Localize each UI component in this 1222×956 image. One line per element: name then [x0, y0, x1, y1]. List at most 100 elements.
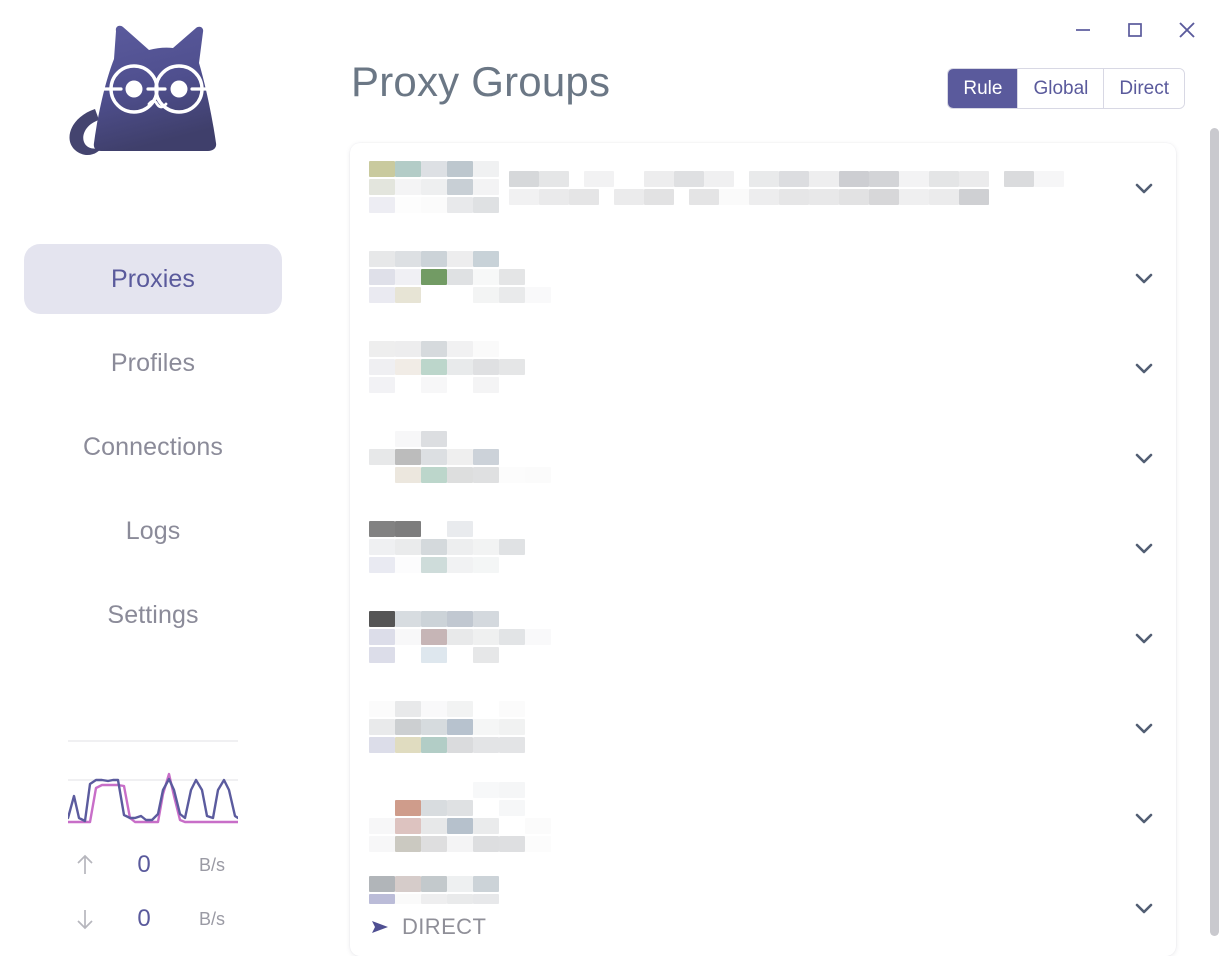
redacted-text-line	[369, 836, 1112, 852]
proxy-group-row[interactable]: DIRECT	[350, 863, 1176, 953]
mosaic-block	[395, 431, 421, 447]
redacted-text-line	[369, 377, 1112, 393]
mosaic-block	[499, 287, 525, 303]
minimize-button[interactable]	[1062, 12, 1104, 48]
redacted-text-line	[369, 449, 1112, 465]
sidebar-item-settings[interactable]: Settings	[24, 580, 282, 650]
mosaic-block	[473, 449, 499, 465]
mosaic-block	[447, 611, 473, 627]
mosaic-block	[421, 800, 447, 816]
redacted-text-line	[369, 431, 1112, 447]
mosaic-block	[499, 782, 525, 798]
mosaic-block	[809, 189, 839, 205]
maximize-button[interactable]	[1114, 12, 1156, 48]
proxy-group-row[interactable]	[350, 503, 1176, 593]
proxy-group-name-redacted	[369, 611, 1112, 665]
mosaic-block	[447, 251, 473, 267]
traffic-download-row: 0 B/s	[63, 892, 243, 946]
chevron-down-icon[interactable]	[1112, 715, 1176, 741]
redacted-text-line	[369, 341, 1112, 357]
mosaic-block	[421, 341, 447, 357]
mosaic-block	[369, 539, 395, 555]
clash-cat-logo-icon	[69, 25, 237, 156]
mosaic-block	[499, 539, 525, 555]
chevron-down-icon[interactable]	[1112, 625, 1176, 651]
redacted-text-line	[369, 611, 1112, 627]
mosaic-block	[421, 377, 447, 393]
mosaic-block	[447, 800, 473, 816]
sidebar-item-label: Logs	[125, 516, 181, 545]
mosaic-block	[473, 269, 499, 285]
mosaic-block	[395, 701, 421, 717]
redacted-text-line	[369, 782, 1112, 798]
traffic-sparkline-icon	[66, 772, 240, 824]
chevron-down-icon[interactable]	[1112, 355, 1176, 381]
sidebar-item-label: Profiles	[110, 348, 196, 377]
traffic-divider	[68, 740, 238, 742]
mosaic-block	[395, 876, 421, 892]
mode-button-rule[interactable]: Rule	[948, 69, 1019, 108]
close-button[interactable]	[1166, 12, 1208, 48]
mosaic-block	[447, 341, 473, 357]
chevron-down-icon[interactable]	[1112, 175, 1176, 201]
mosaic-block	[369, 611, 395, 627]
mosaic-block	[499, 629, 525, 645]
mosaic-block	[869, 189, 899, 205]
proxy-group-content	[369, 521, 1112, 575]
proxy-group-name-redacted	[369, 251, 1112, 305]
mosaic-block	[499, 701, 525, 717]
proxy-group-row[interactable]	[350, 773, 1176, 863]
mosaic-block	[869, 171, 899, 187]
chevron-down-icon[interactable]	[1112, 895, 1176, 921]
scrollbar-thumb[interactable]	[1210, 128, 1219, 936]
proxy-group-name-redacted	[369, 431, 1112, 485]
mosaic-block	[421, 701, 447, 717]
mosaic-block	[421, 611, 447, 627]
chevron-down-icon[interactable]	[1112, 805, 1176, 831]
mosaic-block	[395, 800, 421, 816]
mosaic-block	[369, 818, 395, 834]
sidebar-item-connections[interactable]: Connections	[24, 412, 282, 482]
sidebar: Proxies Profiles Connections Logs Settin…	[0, 0, 306, 956]
proxy-group-row[interactable]	[350, 143, 1176, 233]
maximize-icon	[1128, 23, 1142, 37]
redacted-text-line	[369, 557, 1112, 573]
mosaic-block	[369, 449, 395, 465]
mosaic-block	[421, 467, 447, 483]
mosaic-block	[473, 197, 499, 213]
redacted-text-line	[369, 876, 1112, 892]
proxy-group-content	[369, 782, 1112, 854]
sidebar-nav: Proxies Profiles Connections Logs Settin…	[24, 244, 282, 664]
mosaic-block	[421, 197, 447, 213]
vertical-scrollbar[interactable]	[1210, 128, 1219, 936]
mosaic-block	[614, 189, 644, 205]
proxy-group-row[interactable]	[350, 683, 1176, 773]
mosaic-block	[369, 836, 395, 852]
chevron-down-icon[interactable]	[1112, 265, 1176, 291]
mosaic-block	[899, 189, 929, 205]
proxy-group-content	[369, 701, 1112, 755]
sidebar-item-profiles[interactable]: Profiles	[24, 328, 282, 398]
redacted-text-line	[369, 197, 1112, 213]
mosaic-block	[421, 557, 447, 573]
mode-button-global[interactable]: Global	[1018, 69, 1105, 108]
chevron-down-icon[interactable]	[1112, 445, 1176, 471]
chevron-down-icon[interactable]	[1112, 535, 1176, 561]
mosaic-block	[499, 800, 525, 816]
proxy-group-row[interactable]	[350, 593, 1176, 683]
mosaic-block	[369, 557, 395, 573]
mosaic-block	[473, 818, 499, 834]
sidebar-item-logs[interactable]: Logs	[24, 496, 282, 566]
proxy-group-row[interactable]	[350, 413, 1176, 503]
mosaic-block	[369, 161, 395, 177]
sidebar-item-proxies[interactable]: Proxies	[24, 244, 282, 314]
mosaic-block	[644, 189, 674, 205]
mosaic-block	[779, 171, 809, 187]
mode-button-direct[interactable]: Direct	[1104, 69, 1184, 108]
mosaic-block	[447, 557, 473, 573]
mosaic-block	[369, 737, 395, 753]
mosaic-block	[395, 521, 421, 537]
proxy-group-row[interactable]	[350, 233, 1176, 323]
mosaic-block	[447, 629, 473, 645]
proxy-group-row[interactable]	[350, 323, 1176, 413]
